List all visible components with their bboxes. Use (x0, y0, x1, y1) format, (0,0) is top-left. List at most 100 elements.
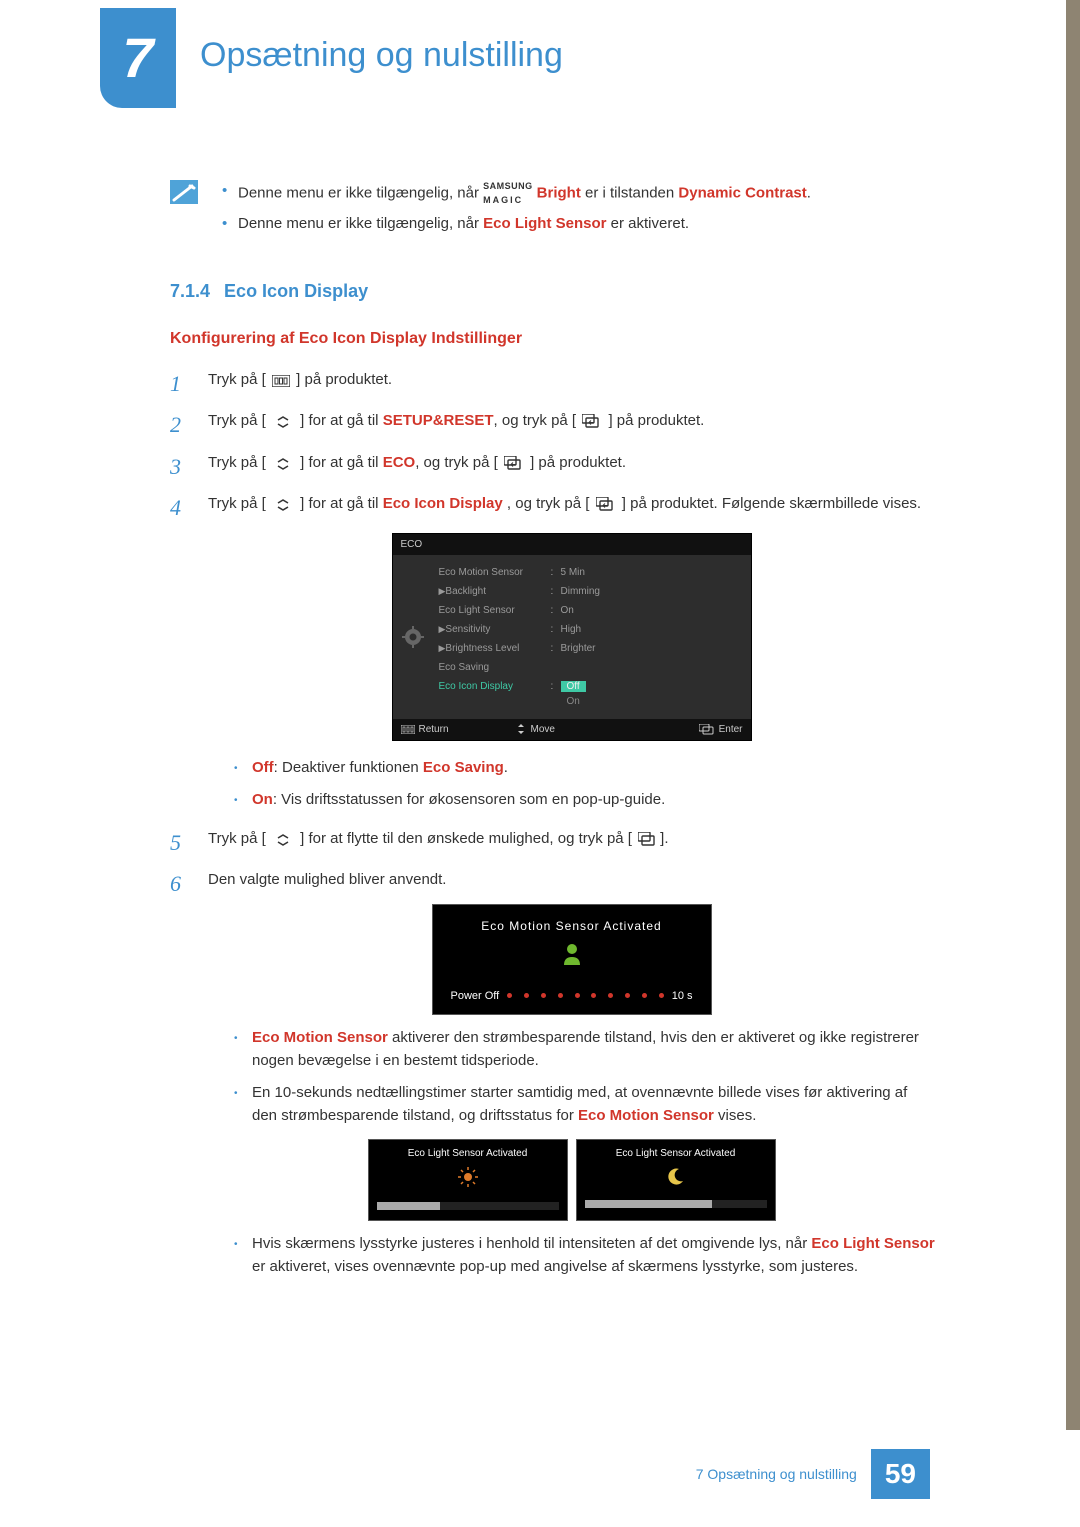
step-text: Tryk på [ (208, 830, 266, 847)
osd-menu-screenshot: ECO Eco Motion Sensor:5 Min ▶Backlight:D… (392, 533, 752, 741)
keyword-eco-light-sensor: Eco Light Sensor (483, 215, 606, 232)
keyword-on: On (252, 791, 273, 808)
keyword-bright: Bright (537, 184, 581, 201)
bullet-light-sensor: Hvis skærmens lysstyrke justeres i henho… (234, 1233, 935, 1278)
osd-row: ▶Backlight:Dimming (433, 582, 751, 601)
step-text: ] på produktet. Følgende skærmbillede vi… (622, 495, 921, 512)
keyword-setup-reset: SETUP&RESET (383, 412, 494, 429)
keyword-eco-icon-display: Eco Icon Display (383, 495, 503, 512)
osd-row-label: Sensitivity (445, 624, 490, 635)
step-text: Tryk på [ (208, 495, 266, 512)
person-icon (451, 943, 693, 970)
keyword-eco-motion-sensor: Eco Motion Sensor (252, 1029, 388, 1046)
osd-row-value: Brighter (561, 641, 751, 656)
keyword-off: Off (252, 759, 274, 776)
step-1: Tryk på [ ] på produktet. (170, 369, 935, 395)
keyword-eco-light-sensor: Eco Light Sensor (811, 1235, 934, 1252)
popup-poweroff-label: Power Off (451, 988, 500, 1005)
info-icon (170, 180, 198, 204)
osd-row: ▶Sensitivity:High (433, 620, 751, 639)
step-text: ] for at gå til (300, 454, 383, 471)
popup-countdown-value: 10 s (672, 988, 693, 1005)
option-text: : Vis driftsstatussen for økosensoren so… (273, 791, 665, 808)
osd-row-value: 5 Min (561, 565, 751, 580)
keyword-eco: ECO (383, 454, 416, 471)
side-tab-strip (1066, 0, 1080, 1430)
step-text: , og tryk på [ (415, 454, 498, 471)
note-text: . (807, 184, 811, 201)
chapter-number: 7 (100, 8, 176, 108)
bullet-text: vises. (718, 1107, 756, 1124)
samsung-magic-bright-logo: SAMSUNGMAGIC (483, 180, 533, 207)
osd-row-value: Dimming (561, 584, 751, 599)
brightness-bar-fill (377, 1202, 441, 1210)
osd-row: ▶Brightness Level:Brighter (433, 639, 751, 658)
osd-row-value: On (561, 603, 751, 618)
osd-row: Eco Motion Sensor:5 Min (433, 563, 751, 582)
step-5: Tryk på [ ] for at flytte til den ønsked… (170, 828, 935, 854)
osd-row-label: Brightness Level (445, 643, 519, 654)
option-text: : Deaktiver funktionen (274, 759, 423, 776)
move-icon (515, 724, 527, 734)
enter-select-icon (582, 413, 602, 436)
osd-footer-enter: Enter (629, 722, 743, 737)
eco-light-popup-night: Eco Light Sensor Activated (576, 1139, 776, 1221)
step-text: ] på produktet. (608, 412, 704, 429)
up-down-icon (272, 831, 294, 854)
osd-row-label: Eco Motion Sensor (439, 565, 551, 580)
keyword-eco-motion-sensor: Eco Motion Sensor (578, 1107, 714, 1124)
bullet-motion-sensor: Eco Motion Sensor aktiverer den strømbes… (234, 1027, 935, 1072)
osd-tab-icon (393, 555, 433, 719)
note-item: Denne menu er ikke tilgængelig, når Eco … (216, 213, 935, 236)
subsection-title: Konfigurering af Eco Icon Display Indsti… (170, 327, 935, 351)
osd-footer-move: Move (515, 722, 629, 737)
step-text: Den valgte mulighed bliver anvendt. (208, 871, 446, 888)
up-down-icon (272, 455, 294, 478)
bullet-text: er aktiveret, vises ovennævnte pop-up me… (252, 1258, 858, 1275)
info-note-box: Denne menu er ikke tilgængelig, når SAMS… (170, 180, 935, 242)
eco-light-popup-day: Eco Light Sensor Activated (368, 1139, 568, 1221)
popup-title: Eco Light Sensor Activated (377, 1146, 559, 1161)
step-2: Tryk på [ ] for at gå til SETUP&RESET, o… (170, 410, 935, 436)
osd-row-label: Eco Saving (439, 660, 551, 675)
step-text: Tryk på [ (208, 412, 266, 429)
popup-title: Eco Motion Sensor Activated (451, 917, 693, 935)
countdown-dots (507, 993, 663, 998)
enter-select-icon (596, 496, 616, 519)
keyword-dynamic-contrast: Dynamic Contrast (678, 184, 806, 201)
step-3: Tryk på [ ] for at gå til ECO, og tryk p… (170, 452, 935, 478)
popup-title: Eco Light Sensor Activated (585, 1146, 767, 1161)
step-6: Den valgte mulighed bliver anvendt. Eco … (170, 869, 935, 1278)
eco-motion-popup: Eco Motion Sensor Activated Power Off 10… (432, 904, 712, 1016)
option-text: . (504, 759, 508, 776)
enter-select-icon (638, 831, 658, 854)
step-text: ]. (660, 830, 668, 847)
step-text: ] på produktet. (530, 454, 626, 471)
osd-row-active: Eco Icon Display:OffOn (433, 677, 751, 711)
option-on: On: Vis driftsstatussen for økosensoren … (234, 789, 935, 812)
step-text: , og tryk på [ (507, 495, 590, 512)
osd-option-selected: Off (561, 681, 586, 692)
sun-icon (377, 1167, 559, 1192)
note-item: Denne menu er ikke tilgængelig, når SAMS… (216, 180, 935, 207)
step-4: Tryk på [ ] for at gå til Eco Icon Displ… (170, 493, 935, 812)
menu-button-icon (272, 372, 290, 395)
osd-row-label: Backlight (445, 586, 486, 597)
step-text: ] for at gå til (300, 495, 383, 512)
up-down-icon (272, 496, 294, 519)
section-heading: 7.1.4Eco Icon Display (170, 278, 935, 305)
bullet-countdown: En 10-sekunds nedtællingstimer starter s… (234, 1082, 935, 1127)
osd-row-label: Eco Icon Display (439, 679, 551, 694)
step-text: ] for at gå til (300, 412, 383, 429)
footer-page-number: 59 (871, 1449, 930, 1499)
osd-row-label: Eco Light Sensor (439, 603, 551, 618)
up-down-icon (272, 413, 294, 436)
option-off: Off: Deaktiver funktionen Eco Saving. (234, 757, 935, 780)
note-text: Denne menu er ikke tilgængelig, når (238, 215, 483, 232)
step-text: ] på produktet. (296, 371, 392, 388)
osd-row: Eco Saving (433, 658, 751, 677)
moon-icon (585, 1167, 767, 1190)
step-text: Tryk på [ (208, 454, 266, 471)
bullet-text: Hvis skærmens lysstyrke justeres i henho… (252, 1235, 807, 1252)
note-text: er aktiveret. (611, 215, 689, 232)
